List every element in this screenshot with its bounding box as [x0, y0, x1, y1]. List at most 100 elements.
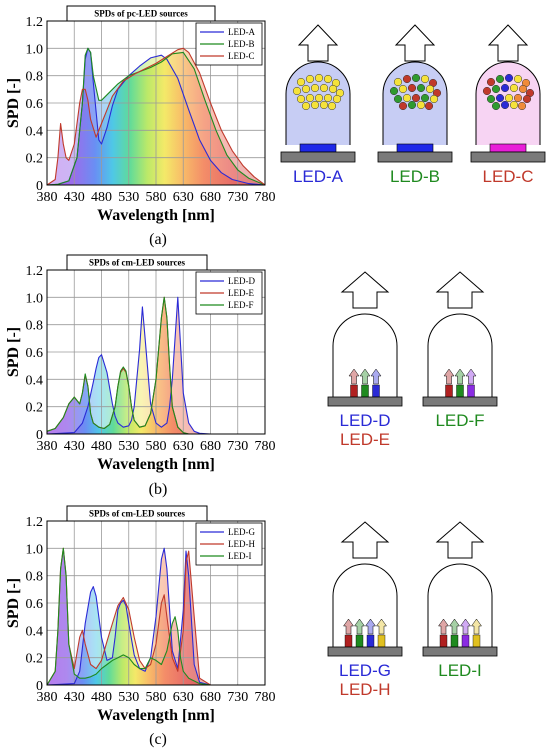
chart-title-box	[66, 505, 208, 522]
chip-emission-arrow-icon	[443, 368, 455, 385]
led-base	[280, 151, 356, 163]
series-line-led-f	[46, 296, 222, 435]
led-label-secondary: LED-H	[339, 680, 390, 699]
phosphor-particle	[517, 101, 527, 111]
led-chip	[350, 384, 358, 398]
phosphor-particle	[411, 93, 421, 103]
x-tick-label: 380	[37, 439, 58, 454]
y-tick-label: 1.2	[26, 15, 44, 30]
x-tick-label: 580	[146, 439, 167, 454]
y-tick-label: 1.0	[26, 542, 44, 557]
phosphor-particle	[393, 77, 403, 87]
series-line-led-d	[46, 296, 222, 435]
phosphor-particle	[407, 100, 417, 110]
phosphor-particle	[504, 73, 514, 83]
chip-emission-arrow-icon	[438, 618, 449, 635]
y-tick-label: 0.6	[26, 346, 44, 361]
series-line-led-i	[46, 547, 211, 686]
x-tick-label: 630	[173, 190, 194, 205]
panel-caption: (a)	[149, 231, 167, 248]
phosphor-particle	[491, 84, 501, 94]
led-base	[377, 151, 453, 163]
led-base	[470, 151, 546, 163]
light-arrow-icon	[435, 521, 485, 559]
led-label: LED-C	[482, 167, 533, 186]
phosphor-particle	[319, 83, 329, 93]
phosphor-particle	[389, 86, 399, 96]
y-tick-label: 0	[36, 428, 43, 443]
x-axis-label: Wavelength [nm]	[97, 707, 215, 724]
led-label: LED-D	[339, 411, 390, 430]
phosphor-particle	[398, 84, 408, 94]
phosphor-particle	[407, 83, 417, 93]
phosphor-particle	[301, 101, 311, 111]
x-tick-label: 380	[37, 190, 58, 205]
light-arrow-icon	[297, 24, 339, 62]
legend-label: LED-B	[228, 39, 255, 49]
chip-emission-arrow-icon	[449, 618, 460, 635]
led-base	[422, 646, 498, 657]
legend-label: LED-D	[228, 276, 255, 286]
y-tick-label: 0.2	[26, 652, 44, 667]
legend-label: LED-F	[228, 300, 254, 310]
chip-emission-arrow-icon	[471, 618, 482, 635]
y-tick-label: 0.8	[26, 70, 44, 85]
phosphor-particle	[296, 77, 306, 87]
phosphor-particle	[292, 86, 302, 96]
phosphor-particle	[416, 83, 426, 93]
led-chip	[344, 634, 353, 648]
series-line-led-g	[46, 547, 211, 686]
legend-label: LED-C	[228, 51, 255, 61]
series-line-led-b	[46, 47, 266, 186]
phosphor-particle	[314, 73, 324, 83]
phosphor-particle	[319, 100, 329, 110]
chart-title-box	[66, 5, 216, 22]
x-tick-label: 730	[227, 439, 248, 454]
panel-caption: (b)	[149, 481, 168, 498]
led-chip	[299, 143, 337, 153]
x-tick-label: 680	[200, 190, 221, 205]
led-label: LED-G	[339, 661, 391, 680]
y-tick-label: 0.6	[26, 597, 44, 612]
chart-title: SPDs of cm-LED sources	[89, 509, 186, 519]
led-chip	[377, 634, 386, 648]
y-tick-label: 1.2	[26, 264, 44, 279]
chip-emission-arrow-icon	[454, 368, 466, 385]
phosphor-particle	[328, 84, 338, 94]
x-tick-label: 780	[255, 190, 276, 205]
y-tick-label: 0.8	[26, 319, 44, 334]
phosphor-particle	[509, 83, 519, 93]
led-chip	[366, 634, 375, 648]
x-tick-label: 630	[173, 439, 194, 454]
legend-box	[195, 271, 263, 315]
led-chip	[461, 634, 470, 648]
y-axis-label: SPD [-]	[5, 78, 22, 128]
phosphor-particle	[301, 84, 311, 94]
light-arrow-icon	[487, 24, 529, 62]
chip-emission-arrow-icon	[460, 618, 471, 635]
phosphor-particle	[500, 100, 510, 110]
phosphor-particle	[310, 100, 320, 110]
x-tick-label: 780	[255, 439, 276, 454]
led-chip	[450, 634, 459, 648]
x-tick-label: 430	[64, 190, 85, 205]
phosphor-particle	[296, 94, 306, 104]
phosphor-particle	[486, 94, 496, 104]
phosphor-particle	[429, 94, 439, 104]
phosphor-particle	[509, 100, 519, 110]
led-illustration-led-i: LED-I	[422, 521, 498, 680]
spectrum-fill-led-f	[47, 297, 222, 434]
phosphor-particle	[495, 74, 505, 84]
phosphor-particle	[305, 93, 315, 103]
led-dome	[332, 313, 398, 397]
phosphor-particle	[402, 93, 412, 103]
legend-label: LED-A	[228, 27, 255, 37]
x-tick-label: 780	[255, 690, 276, 705]
y-tick-label: 1.0	[26, 291, 44, 306]
led-chip	[456, 384, 464, 398]
phosphor-particle	[310, 83, 320, 93]
x-tick-label: 480	[91, 190, 112, 205]
chart-title-box	[66, 254, 208, 271]
phosphor-particle	[314, 93, 324, 103]
